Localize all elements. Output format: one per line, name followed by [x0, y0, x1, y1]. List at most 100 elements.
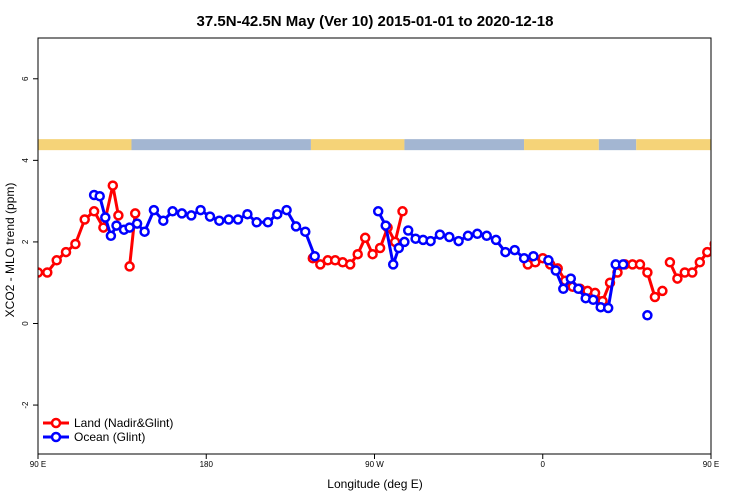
- land-data-point: [70, 238, 81, 250]
- ocean-data-point: [387, 259, 399, 270]
- land-ocean-mask: [38, 139, 711, 151]
- ocean-series-line: [730, 195, 750, 236]
- land-data-point: [79, 214, 90, 225]
- land-data-point: [733, 224, 741, 232]
- x-axis-label: Longitude (deg E): [327, 477, 422, 491]
- y-tick-label: 2: [21, 239, 30, 244]
- land-data-point: [344, 259, 356, 270]
- land-data-point: [634, 259, 646, 270]
- ocean-data-point: [148, 204, 160, 216]
- land-data-point: [649, 291, 661, 303]
- land-data-point: [702, 246, 711, 258]
- ocean-data-point: [490, 234, 502, 246]
- ocean-data-point: [223, 214, 234, 225]
- land-data-point: [60, 246, 72, 258]
- ocean-data-point: [587, 294, 599, 306]
- land-data-point: [709, 240, 711, 248]
- legend-ocean-marker: [50, 431, 62, 443]
- ocean-data-point: [111, 220, 122, 231]
- x-tick-label: 90 E: [30, 460, 46, 469]
- ocean-data-point: [481, 230, 492, 242]
- plot-frame: [37, 37, 712, 455]
- ocean-data-point: [167, 206, 178, 217]
- land-data-point: [726, 207, 734, 215]
- ocean-data-point: [399, 236, 410, 248]
- land-data-point: [741, 182, 749, 190]
- ocean-data-point: [94, 190, 105, 202]
- ocean-data-point: [558, 283, 569, 295]
- y-axis-label: XCO2 - MLO trend (ppm): [3, 183, 17, 318]
- land-data-point: [124, 261, 135, 272]
- ocean-data-point: [105, 230, 117, 242]
- ocean-data-point: [204, 211, 216, 222]
- mask-segment-ocean: [131, 139, 311, 151]
- chart-title: 37.5N-42.5N May (Ver 10) 2015-01-01 to 2…: [197, 13, 554, 30]
- land-data-point: [642, 267, 653, 278]
- land-data-point: [352, 248, 363, 260]
- x-tick-label: 90 W: [365, 460, 384, 469]
- land-data-point: [657, 285, 668, 297]
- x-axis: 90 E 180 90 W 0 90 E: [30, 454, 719, 469]
- land-data-point: [315, 259, 326, 270]
- ocean-data-point: [434, 229, 446, 240]
- mask-segment-ocean: [598, 139, 637, 151]
- y-axis: -2 0 2 4 6: [21, 76, 38, 409]
- ocean-data-point: [402, 225, 414, 236]
- ocean-data-point: [733, 192, 741, 200]
- legend: Land (Nadir&Glint) Ocean (Glint): [43, 416, 173, 444]
- ocean-data-point: [573, 283, 584, 295]
- ocean-data-point: [176, 208, 188, 219]
- land-data-point: [38, 267, 44, 278]
- land-data-point: [42, 267, 53, 278]
- ocean-data-point: [139, 226, 150, 237]
- mask-segment-ocean: [404, 139, 525, 151]
- land-data-point: [672, 273, 683, 284]
- mask-segment-land: [310, 139, 405, 151]
- ocean-data-point: [726, 191, 734, 199]
- ocean-data-point: [290, 221, 302, 232]
- y-tick-label: -2: [21, 401, 30, 409]
- x-tick-label: 90 E: [703, 460, 719, 469]
- ocean-data-point: [425, 235, 436, 247]
- ocean-data-point: [232, 214, 244, 225]
- land-data-point: [359, 232, 371, 244]
- land-data-point: [113, 210, 124, 221]
- ocean-data-point: [380, 220, 391, 231]
- ocean-data-point: [453, 235, 464, 247]
- mask-segment-land: [636, 139, 711, 151]
- legend-ocean-label: Ocean (Glint): [74, 430, 145, 444]
- ocean-data-point: [509, 244, 520, 256]
- ocean-data-point: [262, 217, 274, 228]
- ocean-data-point: [472, 228, 483, 240]
- y-tick-label: 0: [21, 321, 30, 326]
- ocean-data-point: [158, 215, 169, 226]
- land-data-point: [718, 216, 726, 224]
- ocean-data-point: [565, 273, 577, 284]
- ocean-data-point: [124, 222, 135, 233]
- land-data-point: [107, 180, 119, 191]
- ocean-data-point: [214, 215, 225, 226]
- ocean-data-point: [251, 217, 262, 228]
- ocean-data-point: [462, 230, 474, 242]
- land-series-line: [38, 184, 120, 274]
- ocean-data-point: [300, 226, 311, 237]
- land-data-point: [687, 267, 698, 278]
- ocean-data-point: [543, 255, 554, 266]
- x-tick-label: 0: [541, 460, 546, 469]
- y-tick-label: 4: [21, 158, 30, 163]
- series-layer: [38, 180, 750, 321]
- y-tick-label: 6: [21, 76, 30, 81]
- ocean-data-point: [642, 310, 653, 321]
- ocean-data-point: [309, 250, 320, 262]
- land-data-point: [88, 206, 100, 217]
- ocean-data-point: [528, 250, 539, 262]
- ocean-data-point: [186, 210, 197, 221]
- ocean-data-point: [617, 259, 629, 270]
- mask-segment-land: [524, 139, 599, 151]
- ocean-data-point: [100, 212, 111, 223]
- ocean-data-point: [444, 231, 455, 243]
- ocean-data-point: [281, 204, 292, 216]
- ocean-data-point: [741, 214, 749, 222]
- ocean-data-point: [372, 206, 384, 217]
